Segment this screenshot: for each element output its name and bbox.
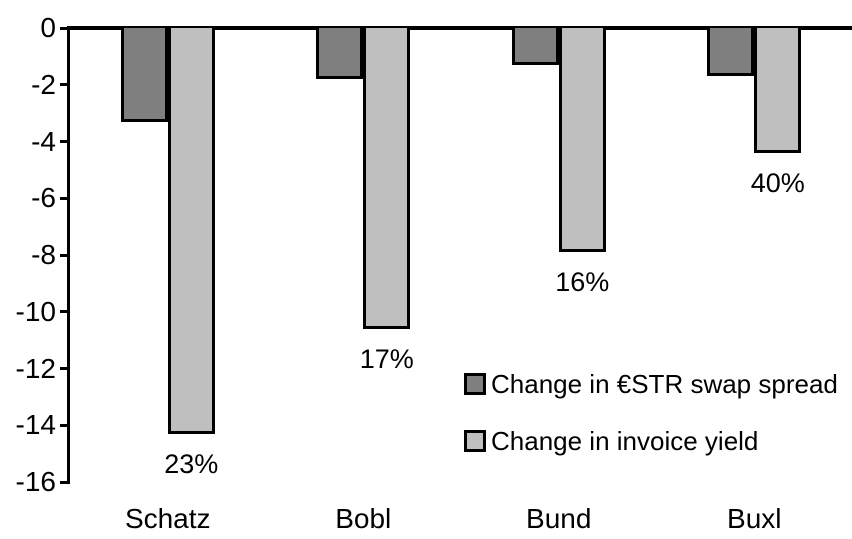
y-axis-tick-label: -10 [15, 295, 56, 327]
legend-item-swap-spread: Change in €STR swap spread [464, 368, 838, 399]
y-axis-tick [60, 253, 70, 257]
y-axis-tick [60, 196, 70, 200]
legend-swatch-invoice-yield-icon [464, 430, 486, 452]
y-axis-tick [60, 480, 70, 484]
y-axis-tick [60, 26, 70, 30]
bar-swap-spread [120, 28, 168, 122]
y-axis-tick-label: -4 [31, 125, 56, 157]
y-axis-tick [60, 423, 70, 427]
legend-label-invoice-yield: Change in invoice yield [491, 425, 759, 456]
y-axis-tick-label: -8 [31, 239, 56, 270]
x-axis-category-label: Schatz [124, 503, 211, 534]
bar-invoice-yield [558, 28, 606, 252]
x-axis-zero-line [67, 26, 852, 30]
y-axis-tick-label: -6 [31, 182, 56, 214]
y-axis-tick [60, 367, 70, 370]
bar-swap-spread [707, 28, 755, 76]
legend-label-swap-spread: Change in €STR swap spread [491, 368, 838, 399]
y-axis-tick [60, 83, 70, 87]
y-axis-tick-label: -2 [31, 68, 56, 100]
bar-value-label: 40% [750, 168, 805, 198]
y-axis-tick [60, 140, 70, 143]
bar-swap-spread [316, 28, 364, 79]
bar-invoice-yield [754, 28, 802, 153]
y-axis-tick-label: 0 [40, 12, 56, 43]
bar-value-label: 17% [359, 344, 414, 374]
x-axis-category-label: Bobl [335, 503, 392, 534]
bar-value-label: 16% [555, 267, 610, 297]
bar-invoice-yield [167, 28, 215, 434]
y-axis-tick [60, 310, 70, 314]
bar-invoice-yield [363, 28, 411, 329]
x-axis-category-label: Buxl [727, 503, 782, 534]
legend-item-invoice-yield: Change in invoice yield [464, 425, 838, 456]
legend: Change in €STR swap spread Change in inv… [464, 368, 838, 485]
bar-value-label: 23% [164, 449, 219, 479]
legend-swatch-swap-spread-icon [464, 373, 486, 395]
y-axis-tick-label: -14 [15, 409, 56, 441]
bar-swap-spread [511, 28, 559, 65]
y-axis-tick-label: -16 [15, 466, 56, 497]
y-axis-tick-label: -12 [15, 352, 56, 384]
x-axis-category-label: Bund [526, 503, 592, 534]
